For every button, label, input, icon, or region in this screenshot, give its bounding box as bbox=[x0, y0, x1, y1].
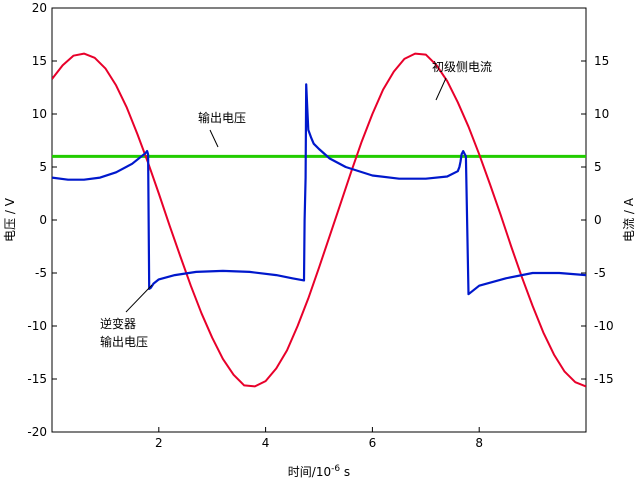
y-axis-label-right: 电流 / A bbox=[622, 197, 636, 242]
annotation-leader-output_voltage bbox=[209, 129, 219, 148]
annotation-label-primary_current: 初级侧电流 bbox=[432, 60, 492, 74]
left-axis: 20 15 10 5 0 -5 -10 -15 -20 bbox=[27, 1, 57, 439]
x-axis-label-main: 时间/10 bbox=[288, 465, 331, 479]
y-tick-label-left: 0 bbox=[39, 213, 47, 227]
series-line-primary_current bbox=[52, 52, 586, 388]
y-tick-label-right: 0 bbox=[594, 213, 602, 227]
x-axis-label: 时间/10-6 s bbox=[288, 464, 350, 479]
plot-frame bbox=[51, 7, 587, 433]
annotation-label-inverter_voltage: 逆变器 bbox=[100, 316, 136, 331]
y-tick-label-left: -15 bbox=[27, 372, 47, 386]
annotation-leader-inverter_voltage bbox=[125, 284, 153, 313]
y-tick-label-right: 10 bbox=[594, 107, 609, 121]
y-tick-label-left: 15 bbox=[32, 54, 47, 68]
y-tick-label-right: 5 bbox=[594, 160, 602, 174]
x-tick-label: 4 bbox=[262, 436, 270, 450]
y-tick-label-left: -20 bbox=[27, 425, 47, 439]
x-tick-label: 8 bbox=[475, 436, 483, 450]
y-tick-label-left: -10 bbox=[27, 319, 47, 333]
y-axis-label-left: 电压 / V bbox=[3, 197, 17, 242]
annotation-label-output_voltage: 输出电压 bbox=[198, 110, 246, 125]
bottom-axis: 2 4 6 8 bbox=[155, 427, 483, 450]
y-tick-label-right: 15 bbox=[594, 54, 609, 68]
right-axis: 15 10 5 0 -5 -10 -15 bbox=[581, 54, 614, 386]
x-tick-label: 2 bbox=[155, 436, 163, 450]
x-axis-label-unit: s bbox=[340, 465, 350, 479]
series-line-inverter_voltage bbox=[52, 83, 586, 296]
x-tick-label: 6 bbox=[369, 436, 377, 450]
y-tick-label-left: 20 bbox=[32, 1, 47, 15]
y-tick-label-right: -10 bbox=[594, 319, 614, 333]
y-tick-label-left: 5 bbox=[39, 160, 47, 174]
y-tick-label-left: -5 bbox=[35, 266, 47, 280]
x-axis-label-exponent: -6 bbox=[331, 464, 340, 474]
y-tick-label-left: 10 bbox=[32, 107, 47, 121]
y-tick-label-right: -15 bbox=[594, 372, 614, 386]
y-tick-label-right: -5 bbox=[594, 266, 606, 280]
annotation-leader-primary_current bbox=[435, 77, 447, 101]
series-layer bbox=[52, 52, 586, 388]
annotation-label-inverter_voltage: 输出电压 bbox=[100, 334, 148, 349]
